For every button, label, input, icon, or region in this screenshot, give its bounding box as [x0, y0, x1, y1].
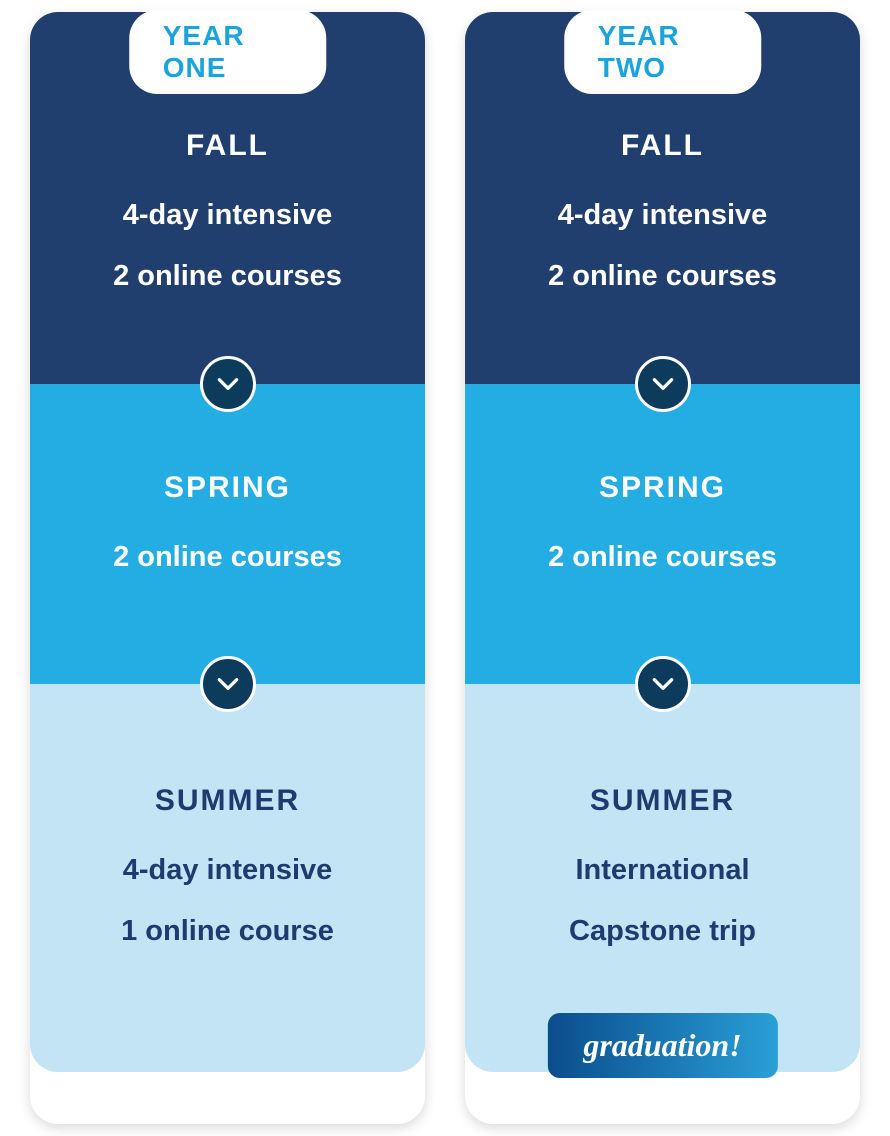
year-two-summer-title: SUMMER: [590, 784, 735, 818]
year-two-spring-line-0: 2 online courses: [548, 537, 777, 578]
year-two-summer-section: SUMMER International Capstone trip gradu…: [465, 684, 860, 1072]
graduation-badge: graduation!: [547, 1013, 777, 1078]
year-two-spring-title: SPRING: [599, 471, 726, 505]
year-two-fall-title: FALL: [621, 129, 704, 163]
year-one-summer-line-0: 4-day intensive: [123, 850, 333, 891]
year-one-fall-line-0: 4-day intensive: [123, 195, 333, 236]
year-two-column: YEAR TWO FALL 4-day intensive 2 online c…: [465, 12, 860, 1124]
year-two-summer-line-0: International: [575, 850, 749, 891]
year-one-fall-title: FALL: [186, 129, 269, 163]
year-two-summer-line-1: Capstone trip: [569, 911, 756, 952]
year-one-summer-section: SUMMER 4-day intensive 1 online course: [30, 684, 425, 1072]
year-one-spring-title: SPRING: [164, 471, 291, 505]
year-one-spring-line-0: 2 online courses: [113, 537, 342, 578]
year-one-badge: YEAR ONE: [129, 10, 327, 94]
year-one-fall-line-1: 2 online courses: [113, 256, 342, 297]
year-one-spring-section: SPRING 2 online courses: [30, 384, 425, 684]
year-one-summer-title: SUMMER: [155, 784, 300, 818]
chevron-down-icon: [200, 656, 256, 712]
year-two-fall-line-1: 2 online courses: [548, 256, 777, 297]
chevron-down-icon: [200, 356, 256, 412]
year-two-spring-section: SPRING 2 online courses: [465, 384, 860, 684]
chevron-down-icon: [635, 356, 691, 412]
year-one-column: YEAR ONE FALL 4-day intensive 2 online c…: [30, 12, 425, 1124]
year-two-badge: YEAR TWO: [564, 10, 762, 94]
year-two-fall-line-0: 4-day intensive: [558, 195, 768, 236]
year-one-summer-line-1: 1 online course: [121, 911, 334, 952]
chevron-down-icon: [635, 656, 691, 712]
